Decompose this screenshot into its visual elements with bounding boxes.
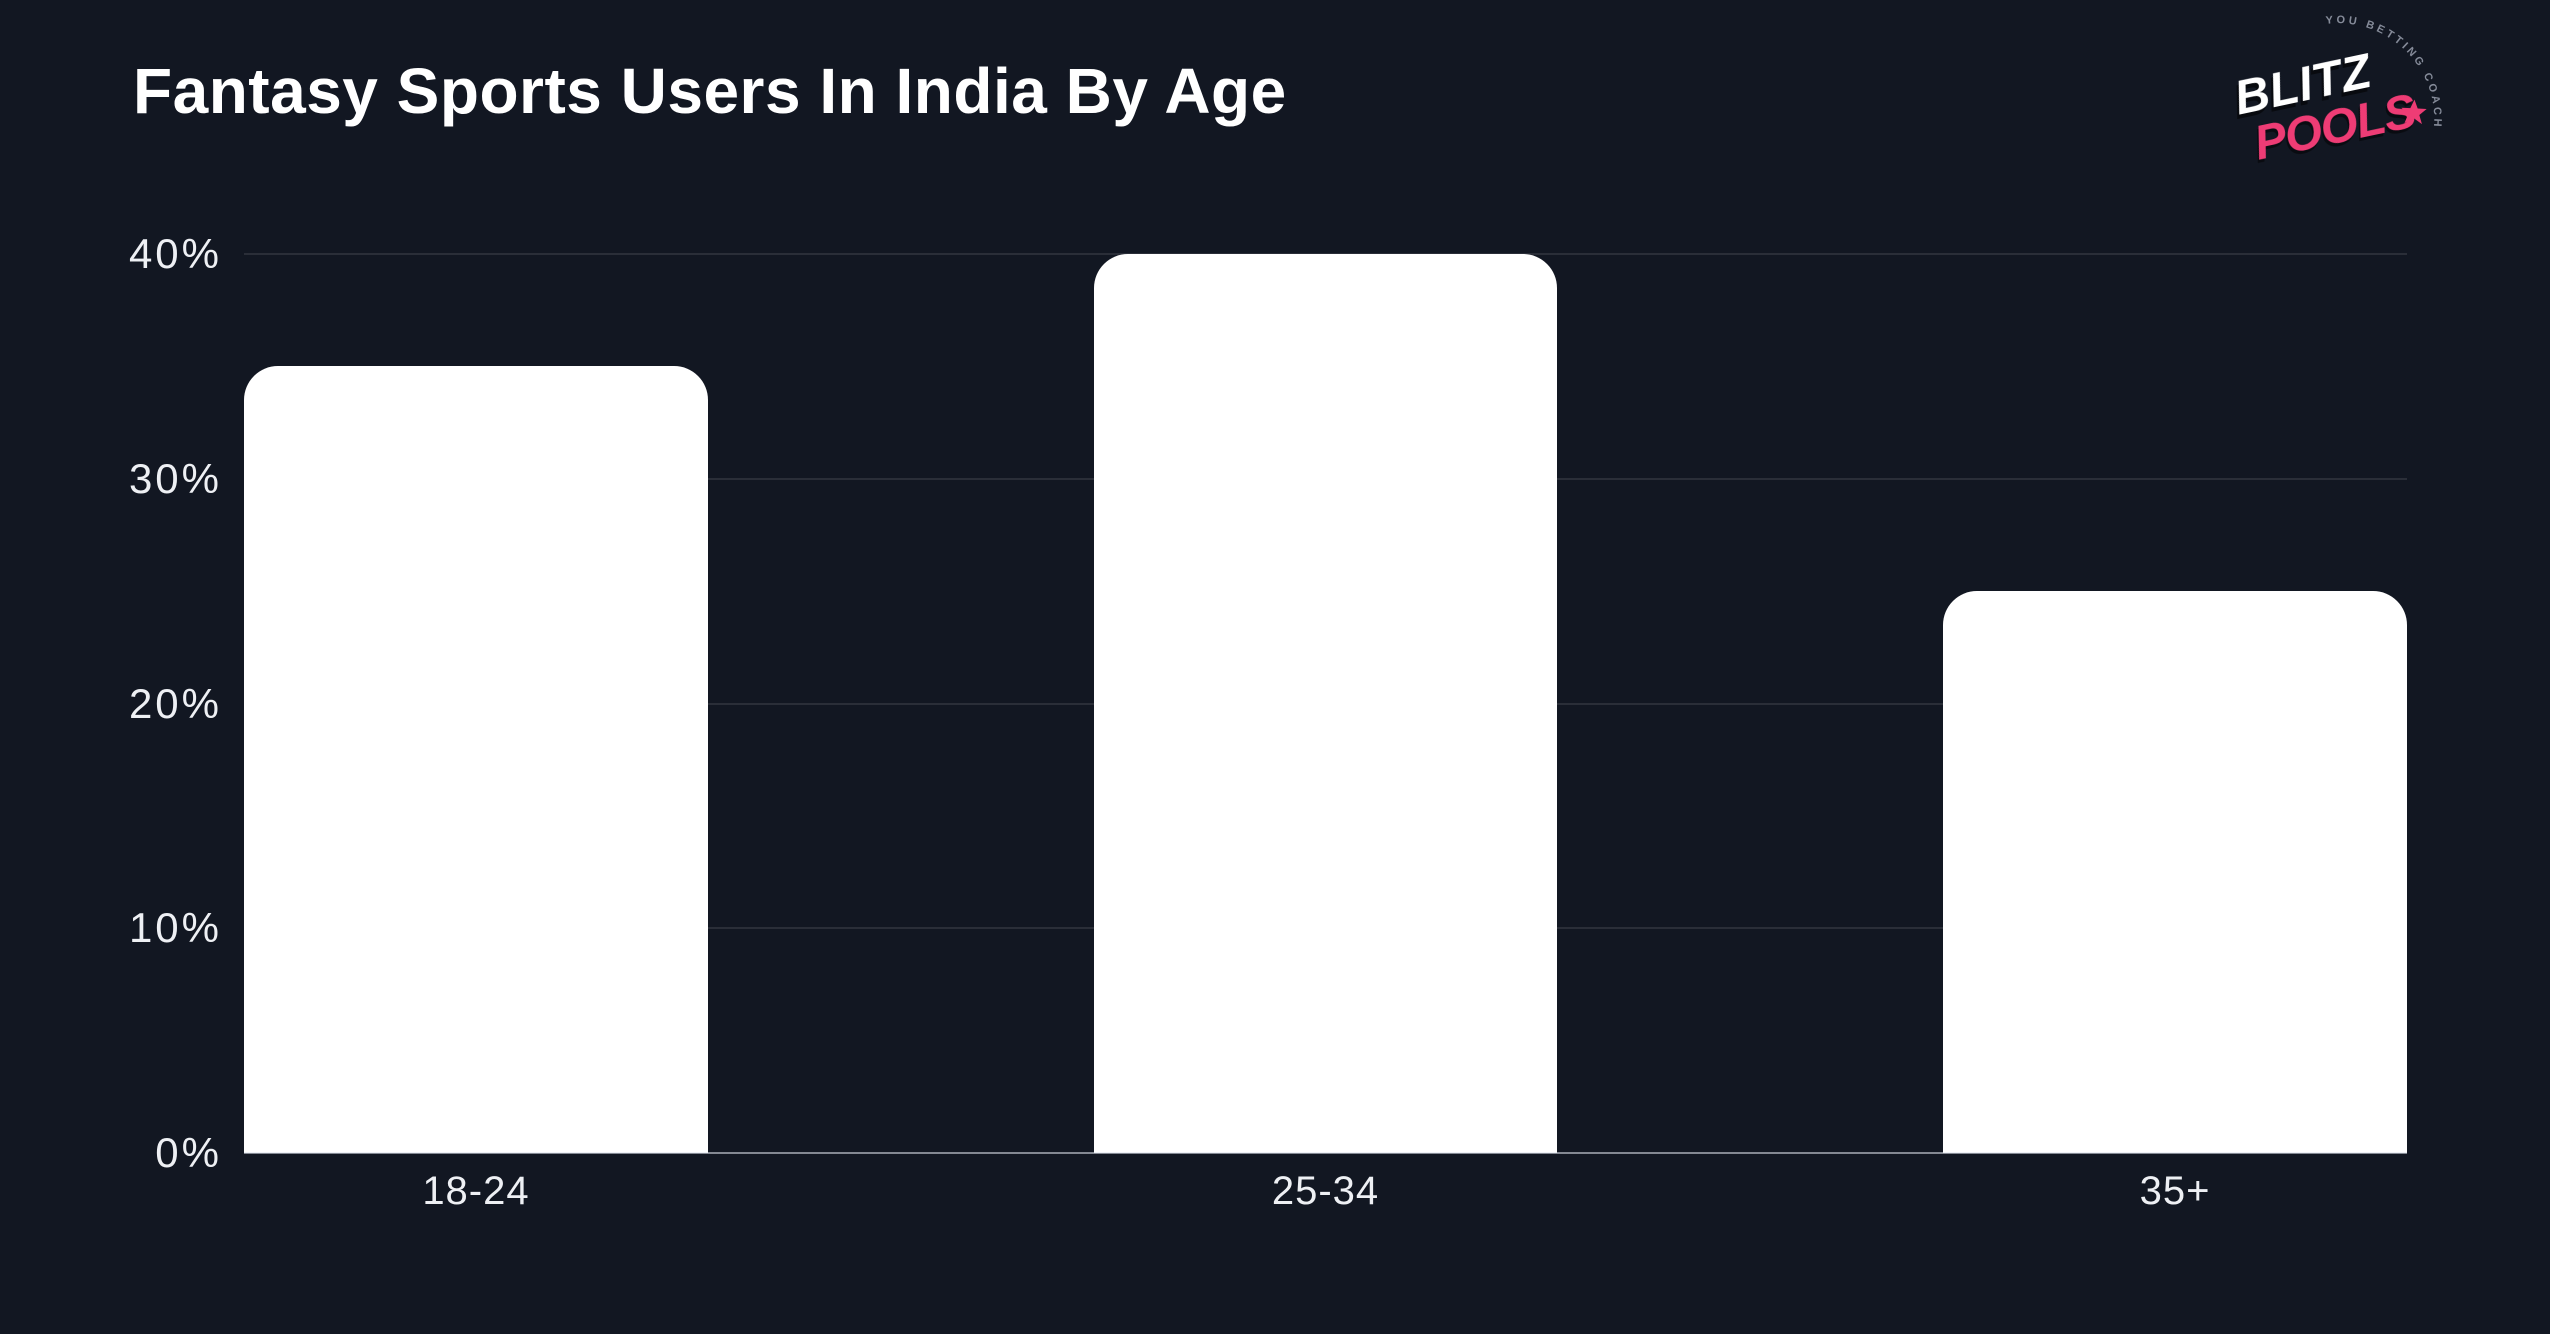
plot-area: 18-24 25-34 35+ bbox=[244, 253, 2407, 1213]
chart-title: Fantasy Sports Users In India By Age bbox=[133, 55, 1287, 127]
x-tick-label-25-34: 25-34 bbox=[1271, 1169, 1380, 1213]
bar-18-24 bbox=[244, 366, 708, 1153]
y-tick-label-30: 30% bbox=[128, 454, 222, 502]
bar-group-18-24: 18-24 bbox=[244, 254, 708, 1213]
y-axis-labels: 0% 10% 20% 30% 40% bbox=[0, 230, 222, 1176]
bar-group-35+: 35+ bbox=[1943, 254, 2407, 1213]
y-tick-label-0: 0% bbox=[155, 1129, 222, 1176]
x-tick-label-35+: 35+ bbox=[2139, 1169, 2211, 1213]
y-tick-label-20: 20% bbox=[128, 679, 222, 727]
bars-row: 18-24 25-34 35+ bbox=[244, 254, 2407, 1213]
y-tick-label-10: 10% bbox=[128, 904, 222, 952]
bar-35+ bbox=[1943, 591, 2407, 1153]
blitzpools-logo: YOU BETTING COACH BLITZ POOLS bbox=[2230, 14, 2440, 170]
bar-25-34 bbox=[1093, 254, 1558, 1153]
x-tick-label-18-24: 18-24 bbox=[422, 1169, 530, 1213]
star-icon bbox=[2401, 99, 2427, 125]
y-tick-label-40: 40% bbox=[128, 230, 222, 277]
bar-group-25-34: 25-34 bbox=[1093, 254, 1558, 1213]
gridline-0 bbox=[244, 1152, 2407, 1154]
